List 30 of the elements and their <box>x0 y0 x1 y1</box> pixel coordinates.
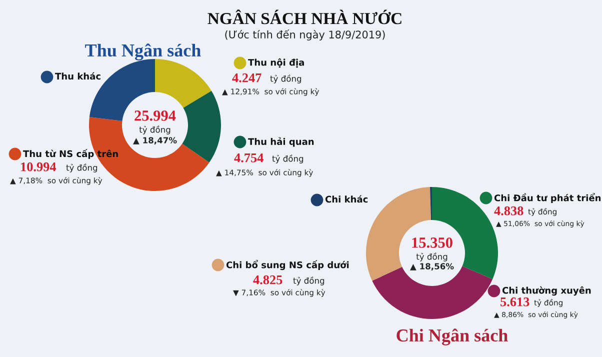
text: tỷ đồng <box>416 252 448 262</box>
text: tỷ đồng <box>272 154 304 164</box>
legend-label: Chi khác <box>325 195 368 203</box>
text: tỷ đồng <box>139 126 170 134</box>
legend-label: Chi Đầu tư phát triển <box>494 192 601 204</box>
legend-label: Thu hải quan <box>248 137 314 147</box>
data-label: 4.838 <box>494 206 524 216</box>
chart-title: Thu Ngân sách <box>85 44 201 60</box>
legend-label: Thu từ NS cấp trên <box>23 149 118 159</box>
data-label: 4.825 <box>253 275 282 284</box>
text: tỷ đồng <box>293 276 324 286</box>
donut-slice <box>155 59 212 108</box>
text: ▲ 18,47% <box>133 137 177 144</box>
text: NGÂN SÁCH NHÀ NƯỚC <box>208 10 402 24</box>
legend-label: Chi thường xuyên <box>502 286 591 296</box>
text: ▲ 18,56% <box>410 263 454 270</box>
text: Chi Ngân sách <box>396 328 508 346</box>
text: (Ước tính đến ngày 18/9/2019) <box>225 30 385 40</box>
data-label: 10.994 <box>21 162 56 172</box>
legend-label: Thu khác <box>55 72 100 80</box>
legend-label: Thu nội địa <box>248 58 304 68</box>
data-label: 5.613 <box>500 297 530 306</box>
text: 15.350 <box>412 238 452 248</box>
data-label: 4.754 <box>234 153 264 162</box>
legend-label: Chi bổ sung NS cấp dưới <box>226 260 349 270</box>
text: tỷ đồng <box>270 74 302 84</box>
text: tỷ đồng <box>66 164 98 172</box>
data-label: 4.247 <box>232 73 262 82</box>
donut-slice <box>182 90 221 163</box>
text: 25.994 <box>134 110 176 121</box>
